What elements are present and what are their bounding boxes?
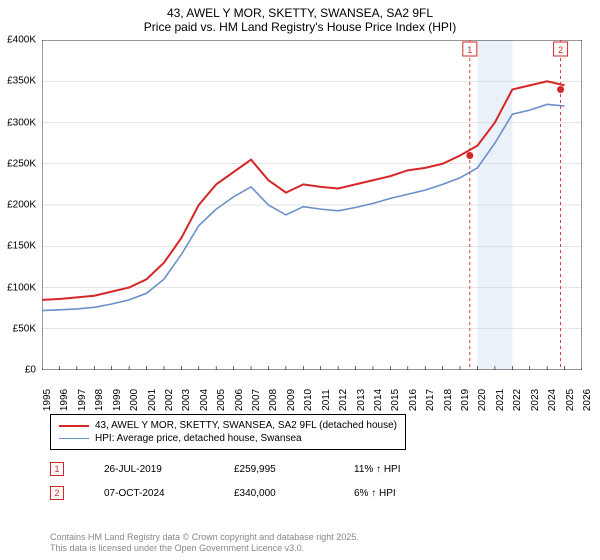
chart-svg: 12 (42, 40, 582, 370)
y-tick-label: £100K (7, 282, 36, 293)
x-tick-label: 2016 (408, 389, 419, 411)
legend-box: 43, AWEL Y MOR, SKETTY, SWANSEA, SA2 9FL… (50, 414, 406, 450)
marker-date-2: 07-OCT-2024 (104, 488, 194, 499)
x-tick-label: 1999 (112, 389, 123, 411)
marker-badge-1: 1 (50, 462, 64, 476)
marker-delta-2: 6% ↑ HPI (354, 488, 396, 499)
x-tick-label: 2008 (268, 389, 279, 411)
x-tick-label: 2009 (286, 389, 297, 411)
attribution-line1: Contains HM Land Registry data © Crown c… (50, 532, 359, 543)
x-tick-label: 1995 (42, 389, 53, 411)
x-tick-label: 2021 (495, 389, 506, 411)
y-axis-labels: £0£50K£100K£150K£200K£250K£300K£350K£400… (0, 40, 40, 370)
marker-price-1: £259,995 (234, 464, 314, 475)
svg-text:1: 1 (467, 45, 472, 55)
x-tick-label: 1997 (77, 389, 88, 411)
x-tick-label: 2002 (164, 389, 175, 411)
x-tick-label: 2019 (460, 389, 471, 411)
y-tick-label: £300K (7, 117, 36, 128)
x-tick-label: 2004 (199, 389, 210, 411)
x-tick-label: 2020 (477, 389, 488, 411)
y-tick-label: £200K (7, 200, 36, 211)
x-tick-label: 2007 (251, 389, 262, 411)
title-line2: Price paid vs. HM Land Registry's House … (0, 20, 600, 34)
marker-detail-row-2: 2 07-OCT-2024 £340,000 6% ↑ HPI (50, 486, 396, 500)
y-tick-label: £400K (7, 35, 36, 46)
legend-row: HPI: Average price, detached house, Swan… (59, 432, 397, 445)
y-tick-label: £50K (13, 323, 36, 334)
x-axis-labels: 1995 1996 1997 1998 1999 2000 2001 2002 2003 2004… (42, 372, 582, 412)
marker-detail-row-1: 1 26-JUL-2019 £259,995 11% ↑ HPI (50, 462, 401, 476)
legend-row: 43, AWEL Y MOR, SKETTY, SWANSEA, SA2 9FL… (59, 419, 397, 432)
x-tick-label: 2013 (356, 389, 367, 411)
x-tick-label: 2025 (565, 389, 576, 411)
legend-swatch (59, 438, 89, 440)
x-tick-label: 2000 (129, 389, 140, 411)
y-tick-label: £350K (7, 76, 36, 87)
marker-price-2: £340,000 (234, 488, 314, 499)
marker-date-1: 26-JUL-2019 (104, 464, 194, 475)
chart-plot-area: 12 (42, 40, 582, 370)
attribution-line2: This data is licensed under the Open Gov… (50, 543, 359, 554)
x-tick-label: 2026 (582, 389, 593, 411)
legend-swatch (59, 425, 89, 427)
x-tick-label: 1998 (94, 389, 105, 411)
x-tick-label: 2011 (321, 389, 332, 411)
marker-badge-2: 2 (50, 486, 64, 500)
legend-label: HPI: Average price, detached house, Swan… (95, 433, 302, 444)
x-tick-label: 2017 (425, 389, 436, 411)
x-tick-label: 2006 (234, 389, 245, 411)
x-tick-label: 1996 (59, 389, 70, 411)
svg-text:2: 2 (558, 45, 563, 55)
chart-title-block: 43, AWEL Y MOR, SKETTY, SWANSEA, SA2 9FL… (0, 0, 600, 36)
x-tick-label: 2003 (181, 389, 192, 411)
x-tick-label: 2018 (443, 389, 454, 411)
y-tick-label: £250K (7, 158, 36, 169)
y-tick-label: £150K (7, 241, 36, 252)
x-tick-label: 2015 (390, 389, 401, 411)
x-tick-label: 2012 (338, 389, 349, 411)
attribution: Contains HM Land Registry data © Crown c… (50, 532, 359, 554)
x-tick-label: 2001 (147, 389, 158, 411)
x-tick-label: 2005 (216, 389, 227, 411)
x-tick-label: 2014 (373, 389, 384, 411)
y-tick-label: £0 (25, 365, 36, 376)
x-tick-label: 2010 (303, 389, 314, 411)
x-tick-label: 2022 (512, 389, 523, 411)
marker-delta-1: 11% ↑ HPI (354, 464, 401, 475)
x-tick-label: 2024 (547, 389, 558, 411)
legend-label: 43, AWEL Y MOR, SKETTY, SWANSEA, SA2 9FL… (95, 420, 397, 431)
title-line1: 43, AWEL Y MOR, SKETTY, SWANSEA, SA2 9FL (0, 6, 600, 20)
x-tick-label: 2023 (530, 389, 541, 411)
